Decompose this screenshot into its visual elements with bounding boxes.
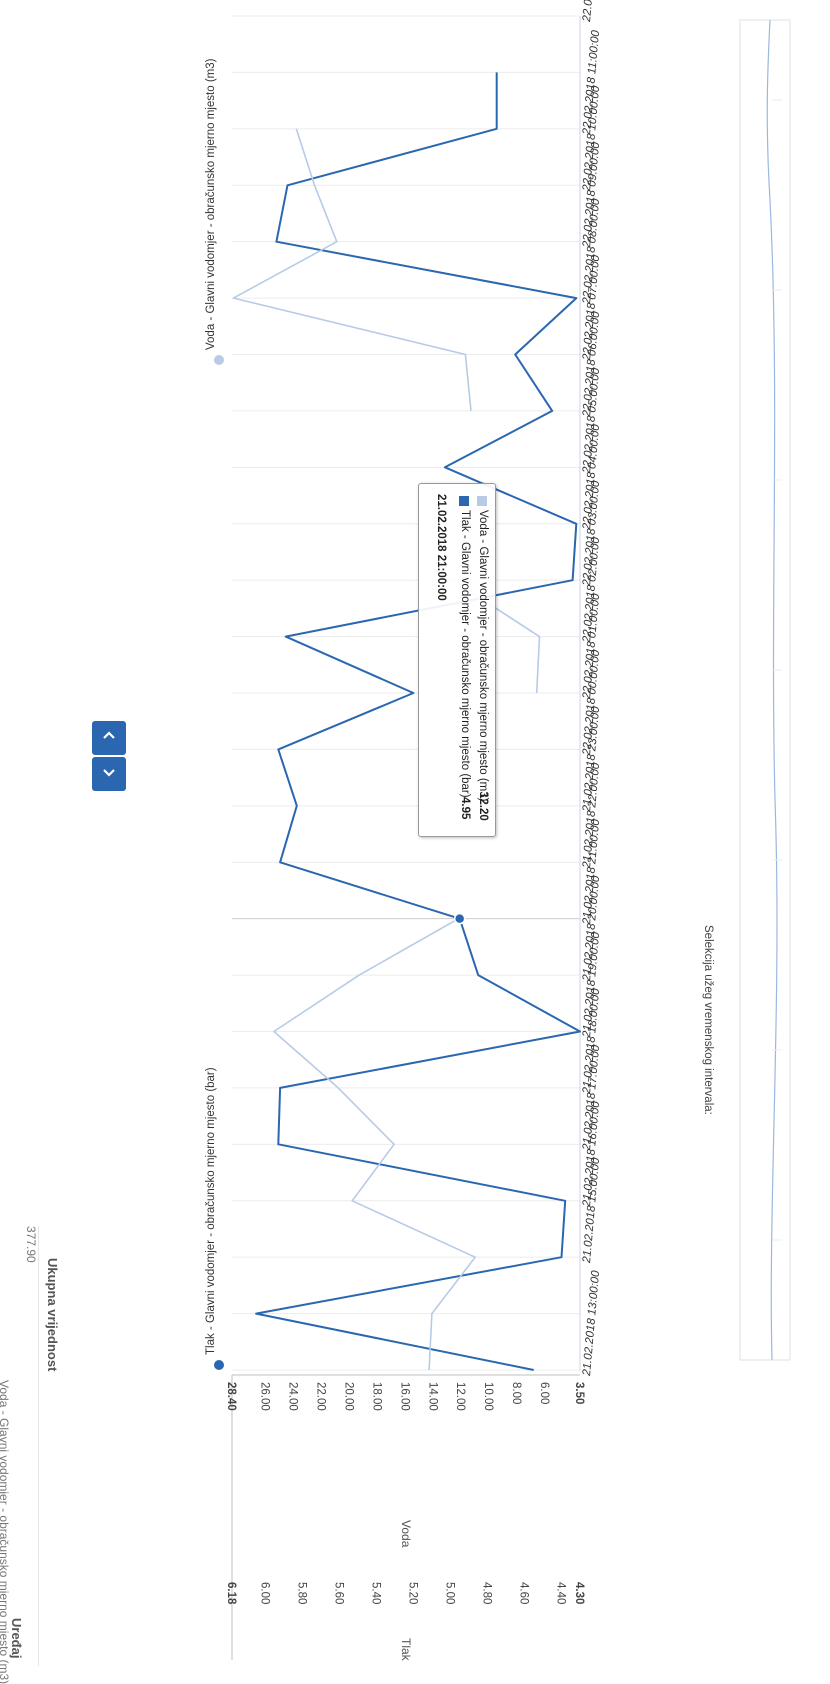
y-axis-right-tick-label: 14.00 <box>426 1382 438 1411</box>
navigator-series-line <box>766 19 778 1361</box>
y-axis-left-tick-label: 4.30 <box>573 1582 585 1604</box>
y-axis-left-tick-label: 6.18 <box>225 1582 237 1605</box>
series-line-voda <box>273 918 477 1371</box>
series-marker-highlight <box>453 912 466 925</box>
y-axis-left-tick-label: 6.00 <box>258 1582 270 1604</box>
tooltip-swatch-tlak <box>459 496 469 506</box>
y-axis-right-tick-label: 22.00 <box>314 1382 326 1411</box>
y-axis-left-tick-label: 5.40 <box>369 1582 381 1604</box>
tooltip-value-tlak: 4.95 <box>459 797 471 820</box>
y-axis-left-tick-label: 5.60 <box>332 1582 344 1604</box>
chevron-up-icon <box>101 728 117 749</box>
y-axis-right-tick-label: 3.50 <box>573 1382 585 1404</box>
y-axis-right-tick-label: 16.00 <box>398 1382 410 1411</box>
y-axis-left-tick-label: 4.40 <box>554 1582 566 1604</box>
scroll-down-button[interactable] <box>92 757 126 791</box>
legend-item-tlak-symbol <box>214 1360 224 1370</box>
legend-item-voda-label: Voda - Glavni vodomjer - obračunsko mjer… <box>205 58 217 350</box>
tooltip-header: 21.02.2018 21:00:00 <box>435 494 447 601</box>
navigator-frame <box>739 19 791 1361</box>
y-axis-right-tick-label: 28.40 <box>225 1382 237 1411</box>
x-axis-tick-label: 21.02.2018 13:00:00 <box>581 1269 602 1377</box>
y-axis-left-tick-label: 4.80 <box>480 1582 492 1604</box>
y-axis-right-tick-label: 20.00 <box>342 1382 354 1411</box>
chevron-down-icon <box>101 764 117 785</box>
legend-item-voda-symbol <box>214 355 224 365</box>
y-axis-right-tick-label: 26.00 <box>259 1382 271 1411</box>
x-axis-tick-label: 22.02.2018 13:00:00 <box>581 0 602 23</box>
y-axis-left-title: Tlak <box>399 1638 413 1662</box>
y-axis-left-tick-label: 4.60 <box>517 1582 529 1604</box>
scroll-up-button[interactable] <box>92 721 126 755</box>
y-axis-left-tick-label: 5.20 <box>406 1582 418 1604</box>
y-axis-right-tick-label: 18.00 <box>370 1382 382 1411</box>
tooltip-swatch-voda <box>477 496 487 506</box>
y-axis-right-tick-label: 10.00 <box>482 1382 494 1411</box>
y-axis-right-tick-label: 12.00 <box>454 1382 466 1411</box>
y-axis-left-tick-label: 5.00 <box>443 1582 455 1604</box>
tooltip-label-tlak: Tlak - Glavni vodomjer - obračunsko mjer… <box>459 510 471 798</box>
series-line-tlak <box>255 72 581 1371</box>
y-axis-left-tick-label: 5.80 <box>295 1582 307 1604</box>
navigator-label: Selekcija užeg vremenskog intervala: <box>702 925 714 1115</box>
y-axis-right-tick-label: 8.00 <box>510 1382 522 1404</box>
y-axis-right-title: Voda <box>399 1520 413 1548</box>
y-axis-right-tick-label: 6.00 <box>538 1382 550 1404</box>
tooltip-value-voda: 12.20 <box>477 792 489 821</box>
legend-item-tlak-label: Tlak - Glavni vodomjer - obračunsko mjer… <box>205 1067 217 1355</box>
chart-tooltip: 21.02.2018 21:00:00 Tlak - Glavni vodomj… <box>418 483 496 837</box>
y-axis-right-tick-label: 24.00 <box>286 1382 298 1411</box>
table-divider <box>38 1226 39 1666</box>
series-line-voda <box>232 128 472 411</box>
tooltip-label-voda: Voda - Glavni vodomjer - obračunsko mjer… <box>477 510 489 802</box>
